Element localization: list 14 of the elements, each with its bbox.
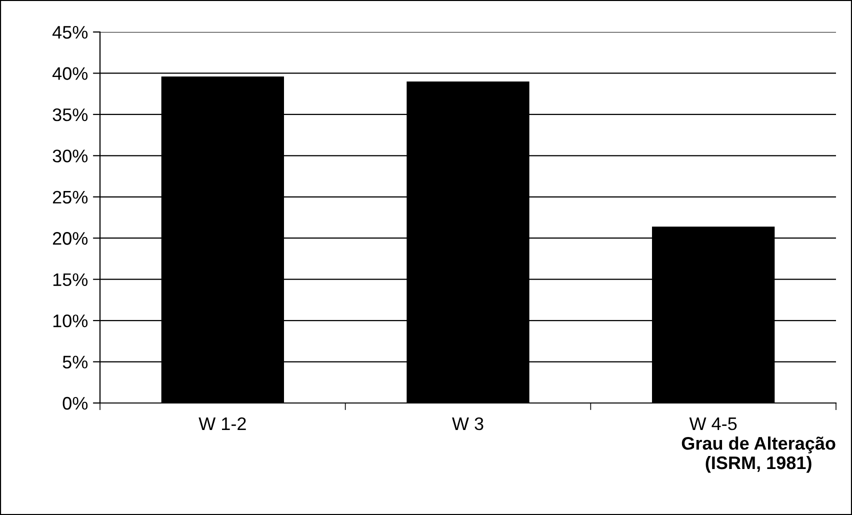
y-tick-label: 40% [52,67,88,80]
y-tick-label: 35% [52,108,88,122]
y-tick-label: 25% [52,190,88,204]
y-tick-label: 30% [52,150,88,162]
y-tick-label: 5% [62,356,88,368]
y-tick-label: 20% [52,232,88,245]
y-tick-label: 15% [53,273,88,286]
y-tick-label: 0% [62,396,88,410]
x-axis-title: Grau de Alteração (ISRM, 1981) [682,436,836,473]
x-tick-label: W 4-5 [689,418,737,430]
y-tick-label: 45% [52,26,88,39]
y-tick-label: 10% [53,314,88,328]
x-tick-label: W 3 [452,417,484,430]
x-tick-label: W 1-2 [198,417,246,430]
